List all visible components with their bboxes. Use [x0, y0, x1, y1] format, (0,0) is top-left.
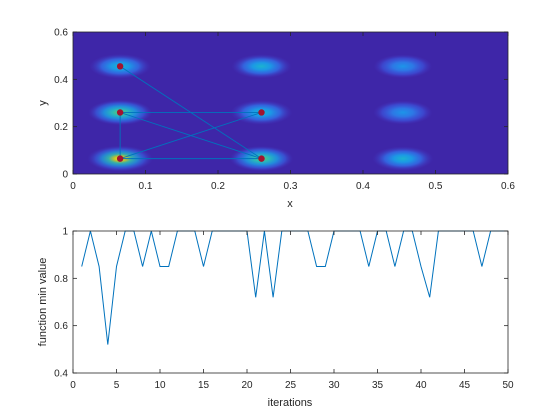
x-tick-label: 15 — [198, 380, 210, 391]
y-tick-label: 1 — [62, 227, 68, 238]
y-tick-label: 0.6 — [54, 28, 68, 39]
path-point — [258, 155, 264, 161]
x-tick-label: 0.4 — [356, 181, 370, 192]
x-tick-label: 45 — [459, 380, 471, 391]
x-tick-label: 25 — [285, 380, 297, 391]
x-tick-label: 35 — [372, 380, 384, 391]
y-tick-label: 0.6 — [54, 321, 68, 332]
heatmap-x-label: x — [287, 198, 293, 210]
path-point — [117, 63, 123, 69]
x-tick-label: 0.1 — [139, 181, 153, 192]
y-tick-label: 0.4 — [54, 369, 68, 380]
heatmap-blob — [373, 100, 432, 124]
x-tick-label: 5 — [114, 380, 120, 391]
y-tick-label: 0 — [62, 170, 68, 181]
path-point — [258, 109, 264, 115]
line-axes: 0 5 10 15 20 25 30 35 40 45 50 0.4 0.6 0.8 1 iteratio… — [37, 227, 514, 410]
x-tick-label: 40 — [415, 380, 427, 391]
y-tick-label: 0.4 — [54, 75, 68, 86]
heatmap-blob — [374, 54, 433, 78]
line-x-label: iterations — [268, 397, 313, 409]
path-point — [117, 109, 123, 115]
x-tick-label: 20 — [241, 380, 253, 391]
x-tick-label: 0.5 — [429, 181, 443, 192]
heatmap-blob — [372, 146, 433, 171]
y-tick-label: 0.2 — [54, 122, 68, 133]
x-tick-label: 0 — [70, 181, 76, 192]
x-tick-label: 0.6 — [501, 181, 515, 192]
x-tick-label: 0 — [70, 380, 76, 391]
x-tick-label: 0.3 — [284, 181, 298, 192]
heatmap-axes: 0 0.1 0.2 0.3 0.4 0.5 0.6 0 0.2 0.4 0.6 x y — [37, 28, 515, 211]
heatmap-y-label: y — [37, 100, 49, 106]
x-tick-label: 10 — [154, 380, 166, 391]
path-point — [117, 155, 123, 161]
line-plot-area — [73, 231, 508, 373]
x-tick-label: 30 — [328, 380, 340, 391]
line-y-label: function min value — [37, 258, 49, 347]
x-tick-label: 0.2 — [211, 181, 225, 192]
y-tick-label: 0.8 — [54, 274, 68, 285]
x-tick-label: 50 — [502, 380, 514, 391]
heatmap-blob — [231, 54, 291, 78]
